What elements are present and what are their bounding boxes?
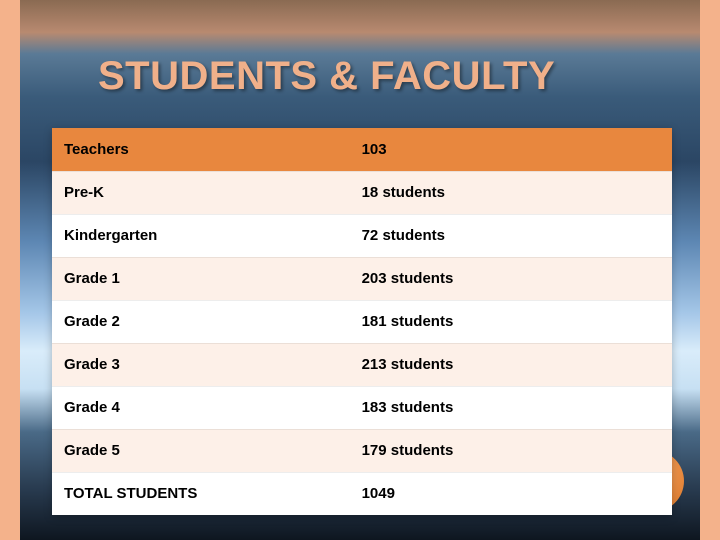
table-cell-label: Grade 4: [52, 386, 350, 429]
table-row: Grade 1 203 students: [52, 257, 672, 300]
slide-border-left: [0, 0, 20, 540]
faculty-table-body: Teachers 103 Pre-K 18 students Kindergar…: [52, 128, 672, 515]
table-cell-label: Kindergarten: [52, 214, 350, 257]
table-row: Teachers 103: [52, 128, 672, 171]
table-row: Kindergarten 72 students: [52, 214, 672, 257]
table-row: Grade 4 183 students: [52, 386, 672, 429]
table-cell-value: 183 students: [350, 386, 672, 429]
table-row: Pre-K 18 students: [52, 171, 672, 214]
table-cell-value: 18 students: [350, 171, 672, 214]
table-row: Grade 3 213 students: [52, 343, 672, 386]
table-cell-label: Grade 3: [52, 343, 350, 386]
slide-title: STUDENTS & FACULTY: [98, 54, 555, 99]
faculty-table: Teachers 103 Pre-K 18 students Kindergar…: [52, 128, 672, 515]
table-cell-value: 179 students: [350, 429, 672, 472]
table-cell-label: Grade 2: [52, 300, 350, 343]
table-cell-value: 213 students: [350, 343, 672, 386]
table-cell-label: Grade 1: [52, 257, 350, 300]
table-row: Grade 5 179 students: [52, 429, 672, 472]
table-cell-value: 181 students: [350, 300, 672, 343]
table-cell-label: Teachers: [52, 128, 350, 171]
table-row: TOTAL STUDENTS 1049: [52, 472, 672, 515]
table-cell-label: Grade 5: [52, 429, 350, 472]
table-cell-label: Pre-K: [52, 171, 350, 214]
slide-border-right: [700, 0, 720, 540]
table-cell-label: TOTAL STUDENTS: [52, 472, 350, 515]
table-cell-value: 203 students: [350, 257, 672, 300]
table-cell-value: 72 students: [350, 214, 672, 257]
table-cell-value: 1049: [350, 472, 672, 515]
slide: STUDENTS & FACULTY Teachers 103 Pre-K 18…: [0, 0, 720, 540]
table-cell-value: 103: [350, 128, 672, 171]
table-row: Grade 2 181 students: [52, 300, 672, 343]
